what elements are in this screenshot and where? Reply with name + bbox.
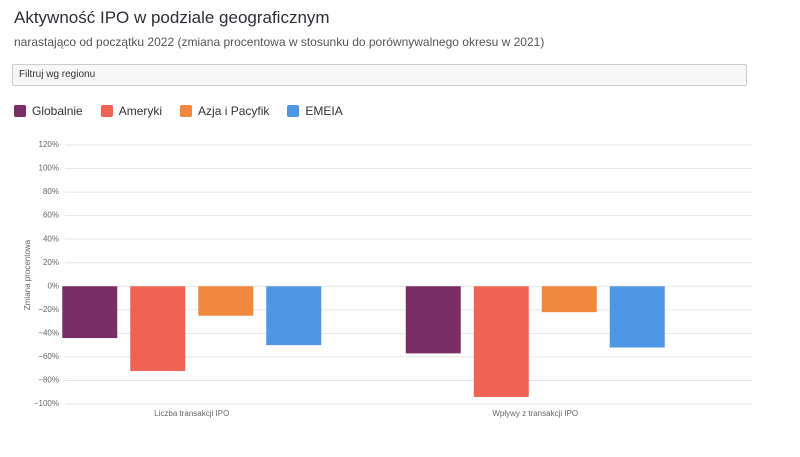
x-tick-label: Wpływy z transakcji IPO	[492, 409, 578, 418]
bar	[405, 286, 461, 354]
title: Aktywność IPO w podziale geograficznym	[14, 8, 330, 27]
legend-label: EMEIA	[305, 104, 343, 118]
y-tick-label: 80%	[43, 187, 59, 196]
y-tick-label: 100%	[39, 164, 59, 173]
legend-item[interactable]: Ameryki	[100, 104, 163, 118]
y-tick-label: −80%	[38, 376, 59, 385]
legend: Globalnie Ameryki Azja i Pacyfik EMEIA	[14, 104, 343, 118]
legend-item[interactable]: Azja i Pacyfik	[180, 104, 269, 118]
y-tick-label: 120%	[39, 140, 59, 149]
y-tick-label: −60%	[38, 352, 59, 361]
bar	[541, 286, 597, 313]
y-tick-label: 0%	[47, 281, 59, 290]
legend-swatch	[100, 105, 113, 117]
y-tick-label: −40%	[38, 328, 59, 337]
bar	[62, 286, 118, 339]
legend-item[interactable]: Globalnie	[14, 104, 83, 118]
y-tick-label: 20%	[43, 258, 59, 267]
legend-label: Azja i Pacyfik	[198, 104, 270, 118]
y-axis-label: Zmiana procentowa	[23, 239, 32, 310]
legend-swatch	[180, 105, 193, 117]
y-tick-label: −100%	[34, 399, 59, 408]
bar	[130, 286, 186, 372]
bar	[198, 286, 254, 316]
legend-swatch	[287, 105, 300, 117]
subtitle: narastająco od początku 2022 (zmiana pro…	[14, 35, 545, 49]
legend-label: Ameryki	[118, 104, 163, 118]
y-tick-label: 40%	[43, 234, 59, 243]
legend-swatch	[14, 105, 26, 117]
bar	[609, 286, 665, 348]
legend-item[interactable]: EMEIA	[287, 104, 343, 118]
bar	[266, 286, 322, 346]
legend-label: Globalnie	[32, 104, 83, 118]
y-tick-label: 60%	[43, 211, 59, 220]
x-tick-label: Liczba transakcji IPO	[154, 409, 229, 418]
bar	[473, 286, 529, 397]
y-tick-label: −20%	[38, 305, 59, 314]
region-filter[interactable]: Filtruj wg regionu	[12, 64, 747, 86]
